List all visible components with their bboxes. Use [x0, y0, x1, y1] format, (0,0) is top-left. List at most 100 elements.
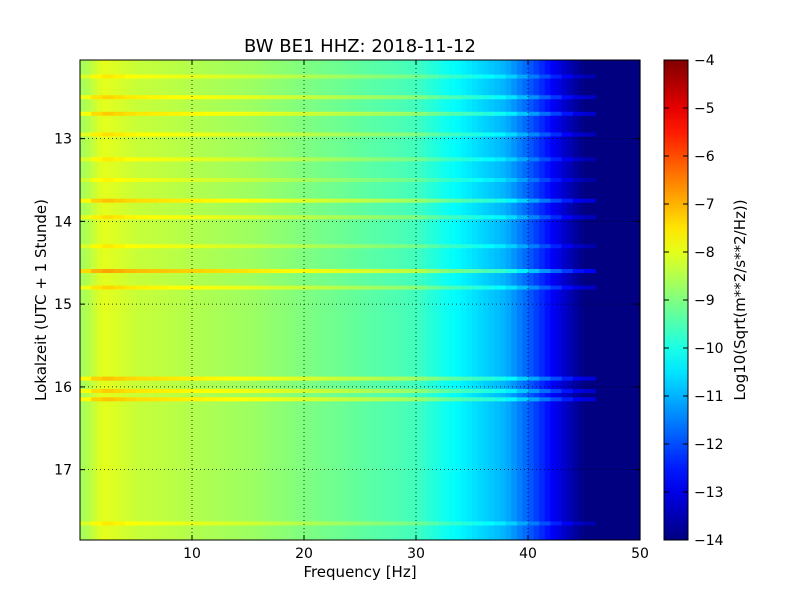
spectrogram-band-cell [472, 215, 484, 220]
spectrogram-band-cell [248, 397, 260, 402]
spectrogram-column [376, 60, 383, 540]
spectrogram-column [259, 60, 266, 540]
spectrogram-band-cell [584, 521, 596, 526]
spectrogram-band-cell [550, 269, 563, 274]
spectrogram-band-cell [360, 132, 372, 137]
spectrogram-column [192, 60, 199, 540]
spectrogram-band-cell [236, 285, 249, 290]
spectrogram-band-cell [539, 285, 551, 290]
x-axis-ticks: 10 20 30 40 50 [183, 60, 649, 562]
spectrogram-band-cell [315, 521, 327, 526]
spectrogram-band-cell [393, 178, 406, 182]
spectrogram-column [365, 60, 372, 540]
spectrogram-band-cell [438, 397, 451, 402]
spectrogram-band-cell [505, 244, 518, 249]
colorbar-label: Log10(Sqrt(m**2/s**2/Hz)) [731, 199, 749, 400]
spectrogram-column [595, 60, 602, 540]
spectrogram-column [410, 60, 417, 540]
spectrogram-band-cell [337, 198, 350, 203]
spectrogram-band-cell [416, 111, 428, 116]
spectrogram-band-cell [483, 397, 495, 402]
spectrogram-band-cell [360, 74, 372, 79]
spectrogram-column [606, 60, 613, 540]
spectrogram-band-cell [225, 157, 238, 162]
spectrogram-band-cell [438, 285, 451, 290]
spectrogram-band-cell [371, 376, 383, 381]
spectrogram-band-cell [449, 215, 462, 220]
spectrogram-column [298, 60, 305, 540]
spectrogram-band-cell [236, 157, 249, 162]
spectrogram-band-cell [528, 178, 540, 182]
spectrogram-band-cell [136, 178, 148, 182]
spectrogram-column [326, 60, 333, 540]
spectrogram-band-cell [427, 157, 439, 162]
spectrogram-band-cell [460, 389, 473, 394]
spectrogram-band-cell [449, 244, 462, 249]
spectrogram-band-cell [236, 95, 249, 100]
spectrogram-band-cell [505, 285, 518, 290]
spectrogram-band-cell [80, 215, 92, 220]
spectrogram-band-cell [516, 111, 529, 116]
spectrogram-band-cell [102, 132, 115, 137]
spectrogram-band-cell [438, 157, 451, 162]
spectrogram-band-cell [169, 397, 182, 402]
spectrogram-band-cell [315, 198, 327, 203]
colorbar-tick-label: −10 [694, 341, 724, 357]
spectrogram-band-cell [561, 132, 574, 137]
spectrogram-band-cell [136, 521, 148, 526]
spectrogram-band-cell [382, 397, 395, 402]
spectrogram-band-cell [460, 376, 473, 381]
spectrogram-band-cell [371, 521, 383, 526]
spectrogram-band-cell [236, 178, 249, 182]
spectrogram-column [113, 60, 120, 540]
spectrogram-band-cell [136, 376, 148, 381]
spectrogram-band-cell [80, 111, 92, 116]
spectrogram-band-cell [371, 285, 383, 290]
spectrogram-band-cell [124, 389, 137, 394]
spectrogram-band-cell [136, 389, 148, 394]
spectrogram-band-cell [483, 132, 495, 137]
spectrogram-band-cell [326, 244, 339, 249]
spectrogram-band-cell [259, 95, 271, 100]
spectrogram-band-cell [169, 269, 182, 274]
spectrogram-band-cell [147, 157, 159, 162]
spectrogram-band-cell [124, 132, 137, 137]
spectrogram-band-cell [214, 198, 227, 203]
spectrogram-band-cell [248, 521, 260, 526]
spectrogram-band-cell [113, 521, 126, 526]
spectrogram-band-cell [147, 198, 159, 203]
spectrogram-band-cell [315, 111, 327, 116]
spectrogram-band-cell [438, 95, 451, 100]
spectrogram-band-cell [505, 269, 518, 274]
spectrogram-band-cell [113, 111, 126, 116]
spectrogram-band-cell [505, 389, 518, 394]
spectrogram-band-cell [315, 269, 327, 274]
spectrogram-column [180, 60, 187, 540]
spectrogram-band-cell [192, 376, 204, 381]
spectrogram-band-cell [360, 376, 372, 381]
spectrogram-column [600, 60, 607, 540]
spectrogram-band-cell [158, 397, 171, 402]
spectrogram-band-cell [203, 111, 215, 116]
spectrogram-band-cell [259, 269, 271, 274]
spectrogram-band-cell [136, 157, 148, 162]
spectrogram-band-cell [91, 285, 103, 290]
spectrogram-band-cell [102, 244, 115, 249]
spectrogram-band-cell [203, 285, 215, 290]
spectrogram-band-cell [136, 111, 148, 116]
spectrogram-band-cell [80, 389, 92, 394]
spectrogram-band-cell [382, 132, 395, 137]
spectrogram-band-cell [124, 74, 137, 79]
spectrogram-band-cell [516, 178, 529, 182]
spectrogram-band-cell [102, 376, 115, 381]
spectrogram-band-cell [259, 178, 271, 182]
spectrogram-band-cell [404, 74, 417, 79]
spectrogram-band-cell [136, 74, 148, 79]
spectrogram-band-cell [539, 521, 551, 526]
spectrogram-band-cell [494, 376, 507, 381]
spectrogram-band-cell [449, 157, 462, 162]
spectrogram-band-cell [113, 244, 126, 249]
spectrogram-band-cell [113, 132, 126, 137]
spectrogram-band-cell [404, 376, 417, 381]
spectrogram-band-cell [180, 178, 193, 182]
